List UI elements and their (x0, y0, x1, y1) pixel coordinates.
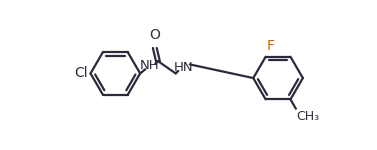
Text: O: O (149, 28, 160, 42)
Text: Cl: Cl (75, 66, 88, 80)
Text: CH₃: CH₃ (297, 110, 320, 123)
Text: F: F (267, 39, 274, 53)
Text: HN: HN (174, 61, 193, 74)
Text: NH: NH (140, 59, 160, 72)
